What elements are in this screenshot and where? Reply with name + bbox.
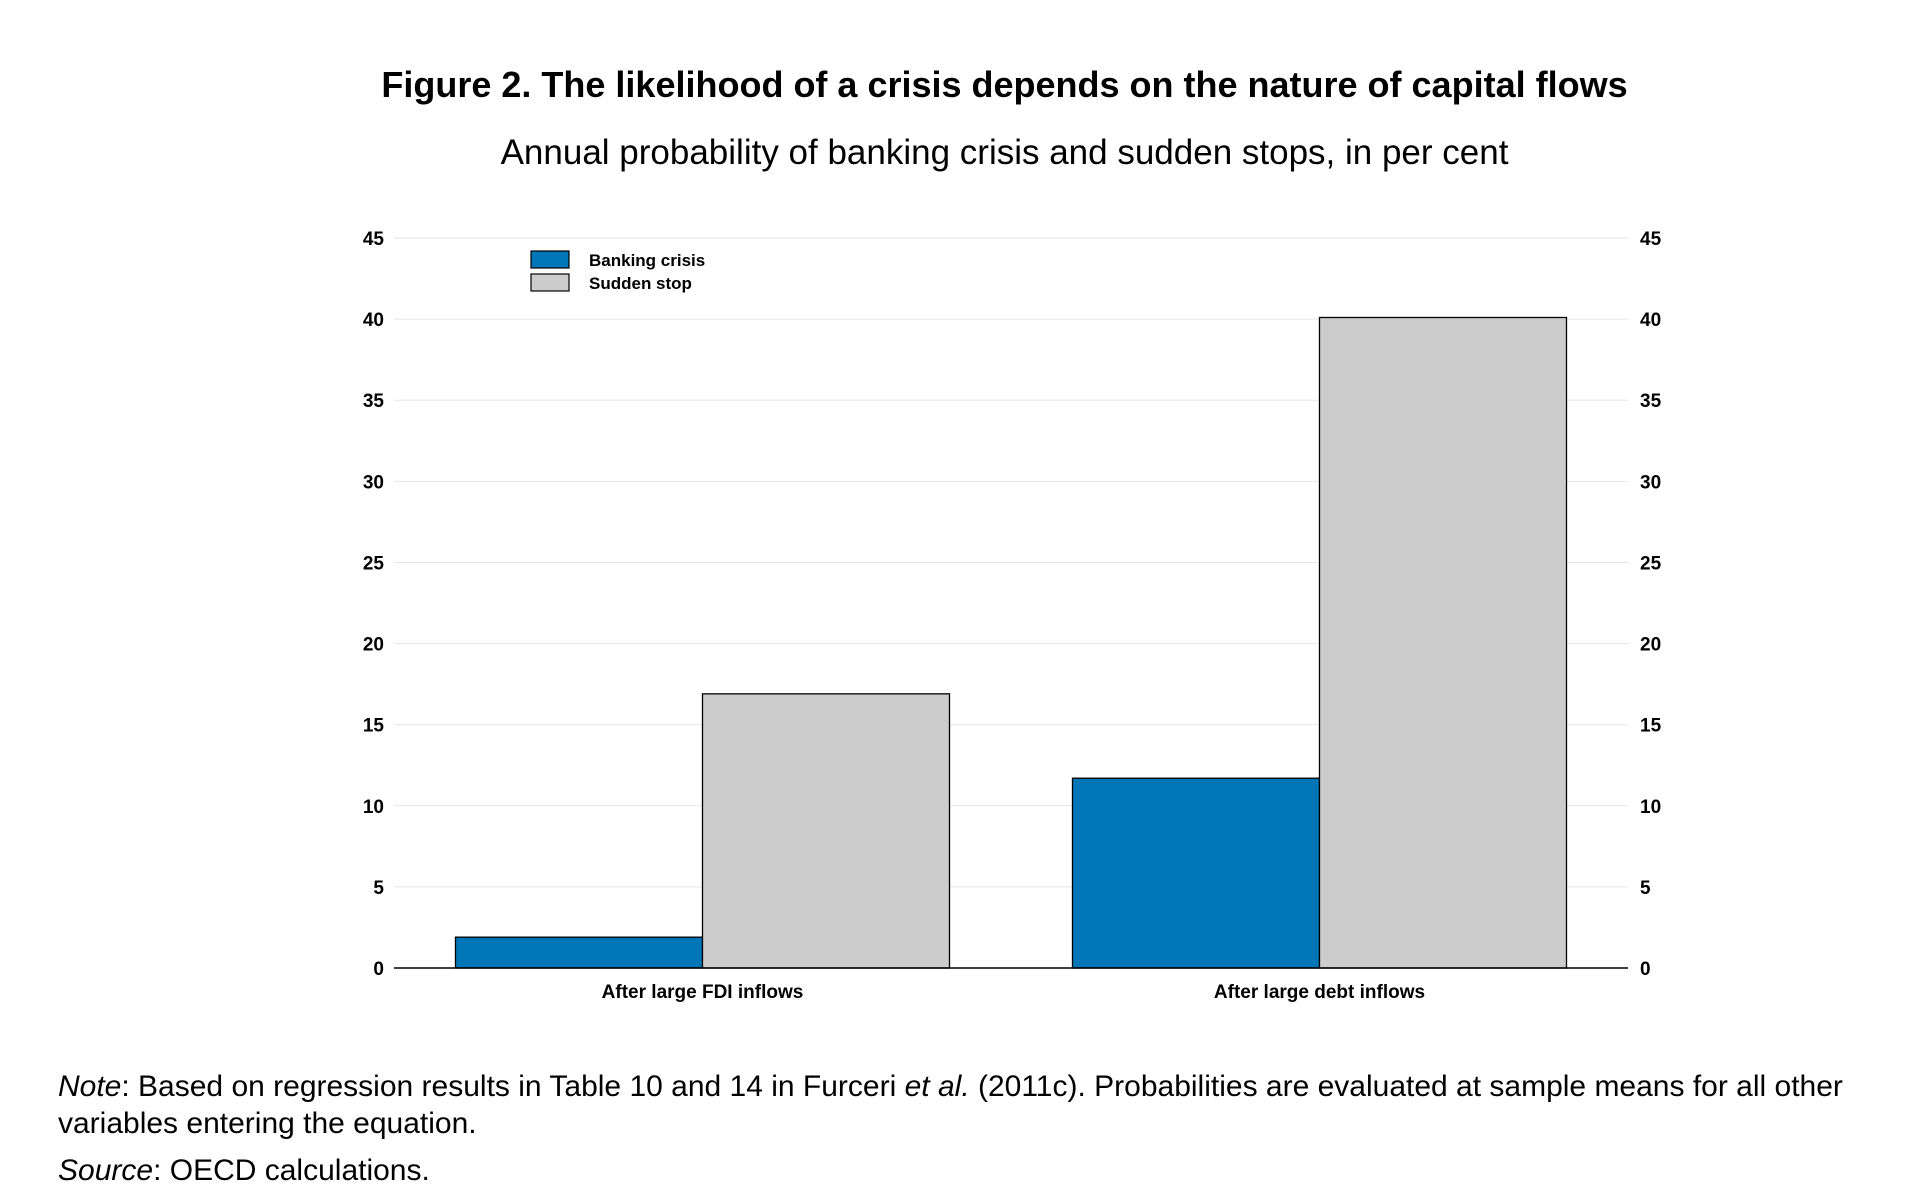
legend-swatch xyxy=(530,273,570,292)
source-text: : OECD calculations. xyxy=(153,1154,430,1187)
x-category-label: After large FDI inflows xyxy=(602,982,804,1003)
y-tick-label: 35 xyxy=(363,391,385,412)
y-tick-label: 40 xyxy=(363,310,384,331)
bar-chart: 0 5 10 15 20 25 30 35 40 45 0 5 10 15 20 25 30 35 40 45 Afte… xyxy=(363,229,1662,1003)
legend-swatch xyxy=(530,250,570,269)
y-tick-label: 15 xyxy=(363,716,385,737)
y2-tick-label: 45 xyxy=(1640,229,1662,250)
legend-label: Sudden stop xyxy=(589,274,692,293)
bars xyxy=(454,316,1568,969)
y-tick-label: 25 xyxy=(363,553,385,574)
y2-tick-label: 10 xyxy=(1640,797,1661,818)
y2-tick-label: 25 xyxy=(1640,553,1662,574)
y2-tick-label: 35 xyxy=(1640,391,1662,412)
bar xyxy=(1318,316,1568,969)
source-label: Source xyxy=(58,1154,154,1187)
x-category-label: After large debt inflows xyxy=(1214,982,1425,1003)
y-tick-label: 20 xyxy=(363,635,384,656)
y-tick-label: 45 xyxy=(363,229,385,250)
y-tick-label: 10 xyxy=(363,797,384,818)
y-tick-label: 5 xyxy=(373,878,384,899)
note-text-part1: : Based on regression results in Table 1… xyxy=(121,1070,905,1103)
chart-subtitle: Annual probability of banking crisis and… xyxy=(500,133,1509,172)
legend-label: Banking crisis xyxy=(589,251,705,270)
note-label: Note xyxy=(58,1070,122,1103)
y2-tick-label: 15 xyxy=(1640,716,1662,737)
y2-tick-label: 0 xyxy=(1640,959,1651,980)
legend: Banking crisis Sudden stop xyxy=(530,250,705,293)
y-tick-label: 0 xyxy=(373,959,384,980)
y2-tick-label: 30 xyxy=(1640,472,1661,493)
bar xyxy=(1071,777,1321,969)
note-etal: et al. xyxy=(904,1070,970,1103)
y2-tick-label: 5 xyxy=(1640,878,1651,899)
figure-source: Source: OECD calculations. xyxy=(58,1152,430,1189)
bar xyxy=(454,936,704,969)
y2-tick-label: 40 xyxy=(1640,310,1661,331)
figure-note: Note: Based on regression results in Tab… xyxy=(58,1068,1898,1142)
y2-tick-label: 20 xyxy=(1640,635,1661,656)
axes: 0 5 10 15 20 25 30 35 40 45 0 5 10 15 20 25 30 35 40 45 Afte… xyxy=(363,229,1662,1003)
y-tick-label: 30 xyxy=(363,472,384,493)
note-text-part2: (2011c). Probabilities are evaluated at … xyxy=(58,1070,1843,1140)
bar xyxy=(701,693,951,969)
chart-title: Figure 2. The likelihood of a crisis dep… xyxy=(381,64,1628,105)
